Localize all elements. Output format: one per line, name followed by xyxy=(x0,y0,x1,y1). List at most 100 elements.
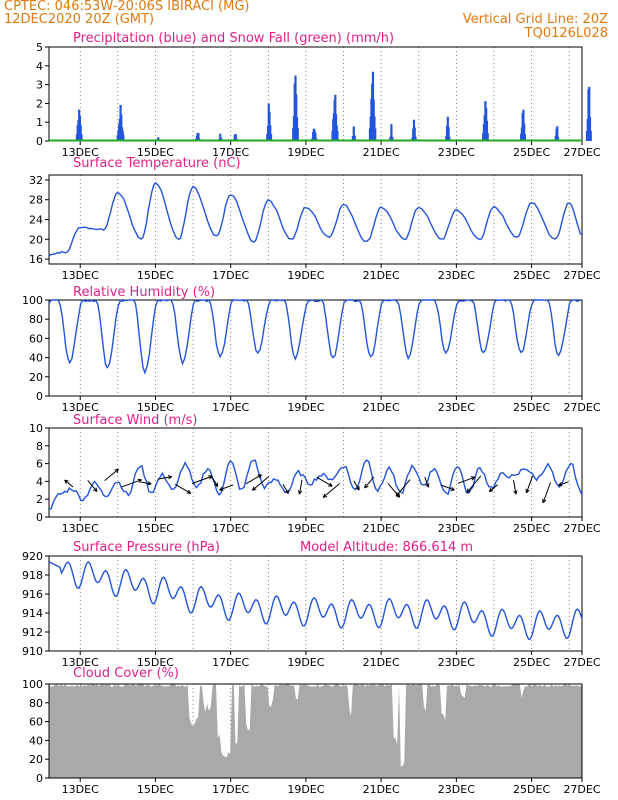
y-tick-label: 80 xyxy=(29,697,43,710)
y-tick-label: 5 xyxy=(36,41,43,54)
x-tick-label: 23DEC xyxy=(438,522,475,535)
x-tick-label: 15DEC xyxy=(137,269,174,282)
y-tick-label: 60 xyxy=(29,332,43,345)
precip-bar xyxy=(79,125,82,141)
wind-speed-line xyxy=(48,459,583,511)
y-tick-label: 910 xyxy=(22,645,43,658)
humidity-line xyxy=(48,298,581,375)
precip-bar xyxy=(486,133,489,141)
wind-arrow xyxy=(140,481,152,486)
wind-arrow xyxy=(157,475,173,480)
x-tick-label: 17DEC xyxy=(212,401,249,414)
panel-title: Surface Temperature (nC) xyxy=(73,156,241,171)
y-tick-label: 100 xyxy=(22,678,43,691)
x-tick-label: 13DEC xyxy=(62,146,99,159)
y-tick-label: 4 xyxy=(36,475,43,488)
y-tick-label: 0 xyxy=(36,772,43,785)
y-tick-label: 32 xyxy=(29,174,43,187)
precip-bar xyxy=(485,120,489,141)
y-tick-label: 100 xyxy=(22,294,43,307)
wind-arrow xyxy=(297,479,303,495)
y-tick-label: 0 xyxy=(36,390,43,403)
x-tick-label: 17DEC xyxy=(212,269,249,282)
panel-frame xyxy=(48,555,583,652)
x-tick-label: 25DEC xyxy=(513,269,550,282)
panel-frame xyxy=(48,299,583,397)
panel-2: 0 20 40 60 80 100 13DEC 15DEC 17DEC 19DEC 21DEC 23D… xyxy=(22,285,601,414)
y-tick-label: 0 xyxy=(36,511,43,524)
precip-bar xyxy=(588,117,592,141)
wind-arrow xyxy=(316,476,333,487)
y-tick-label: 2 xyxy=(36,97,43,110)
y-tick-label: 914 xyxy=(22,607,43,620)
precip-bar xyxy=(374,128,377,141)
x-tick-label: 13DEC xyxy=(62,656,99,669)
x-tick-label: 25DEC xyxy=(513,522,550,535)
x-tick-label: 17DEC xyxy=(212,783,249,796)
x-tick-label: 15DEC xyxy=(137,783,174,796)
x-tick-label: 27DEC xyxy=(563,269,600,282)
x-tick-label: 19DEC xyxy=(287,522,324,535)
y-tick-label: 2 xyxy=(36,493,43,506)
x-tick-label: 23DEC xyxy=(438,146,475,159)
precip-bar xyxy=(556,126,559,141)
temperature-line xyxy=(48,181,583,257)
wind-arrow xyxy=(64,479,74,488)
panel-title: Surface Pressure (hPa) xyxy=(73,540,220,555)
precip-bar xyxy=(390,124,393,141)
model-code: TQ0126L028 xyxy=(524,26,608,41)
x-tick-label: 17DEC xyxy=(212,656,249,669)
precip-bar xyxy=(157,137,160,141)
precip-bar xyxy=(523,123,526,141)
wind-arrow xyxy=(282,484,289,495)
x-tick-label: 19DEC xyxy=(287,269,324,282)
station-header: CPTEC: 046:53W-20:06S IBIRACI (MG) xyxy=(4,0,250,14)
wind-arrow xyxy=(395,479,411,497)
x-tick-label: 25DEC xyxy=(513,146,550,159)
precip-bar xyxy=(336,130,339,141)
y-tick-label: 920 xyxy=(22,550,43,563)
y-tick-label: 40 xyxy=(29,734,43,747)
precip-bar xyxy=(588,86,591,141)
panel-title: Precipitation (blue) and Snow Fall (gree… xyxy=(73,31,394,46)
wind-arrow xyxy=(364,476,375,489)
y-tick-label: 28 xyxy=(29,194,43,207)
x-tick-label: 25DEC xyxy=(513,783,550,796)
wind-arrow xyxy=(457,476,476,484)
x-tick-label: 23DEC xyxy=(438,783,475,796)
x-tick-label: 27DEC xyxy=(563,146,600,159)
wind-arrow xyxy=(525,475,534,494)
precip-bar xyxy=(589,130,592,141)
grid-line-note: Vertical Grid Line: 20Z xyxy=(462,12,608,27)
x-tick-label: 13DEC xyxy=(62,783,99,796)
y-tick-label: 16 xyxy=(29,253,43,266)
x-tick-label: 15DEC xyxy=(137,656,174,669)
panel-title: Cloud Cover (%) xyxy=(73,666,179,681)
x-tick-label: 27DEC xyxy=(563,783,600,796)
precip-bar xyxy=(413,127,416,141)
wind-arrow xyxy=(245,474,262,485)
y-tick-label: 10 xyxy=(29,422,43,435)
wind-arrow xyxy=(542,482,551,504)
panel-frame xyxy=(48,174,583,265)
x-tick-label: 21DEC xyxy=(363,146,400,159)
x-tick-label: 21DEC xyxy=(363,269,400,282)
x-tick-label: 19DEC xyxy=(287,783,324,796)
pressure-line xyxy=(48,561,583,640)
wind-arrow xyxy=(424,476,430,488)
y-tick-label: 912 xyxy=(22,626,43,639)
wind-arrow xyxy=(174,483,192,494)
precip-bar xyxy=(220,137,223,141)
wind-arrow xyxy=(440,484,455,491)
x-tick-label: 27DEC xyxy=(563,401,600,414)
y-tick-label: 24 xyxy=(29,214,43,227)
y-tick-label: 60 xyxy=(29,716,43,729)
wind-arrow xyxy=(191,475,213,484)
precip-bar xyxy=(414,136,417,141)
panel-3: 0 2 4 6 8 10 13DEC 15DEC 17DEC 19DEC 21DEC 23DEC 25D… xyxy=(29,413,601,535)
precip-bar xyxy=(314,133,317,141)
precip-bar xyxy=(352,126,355,141)
y-tick-label: 20 xyxy=(29,753,43,766)
precip-bar xyxy=(296,127,299,141)
wind-arrow xyxy=(558,481,569,487)
